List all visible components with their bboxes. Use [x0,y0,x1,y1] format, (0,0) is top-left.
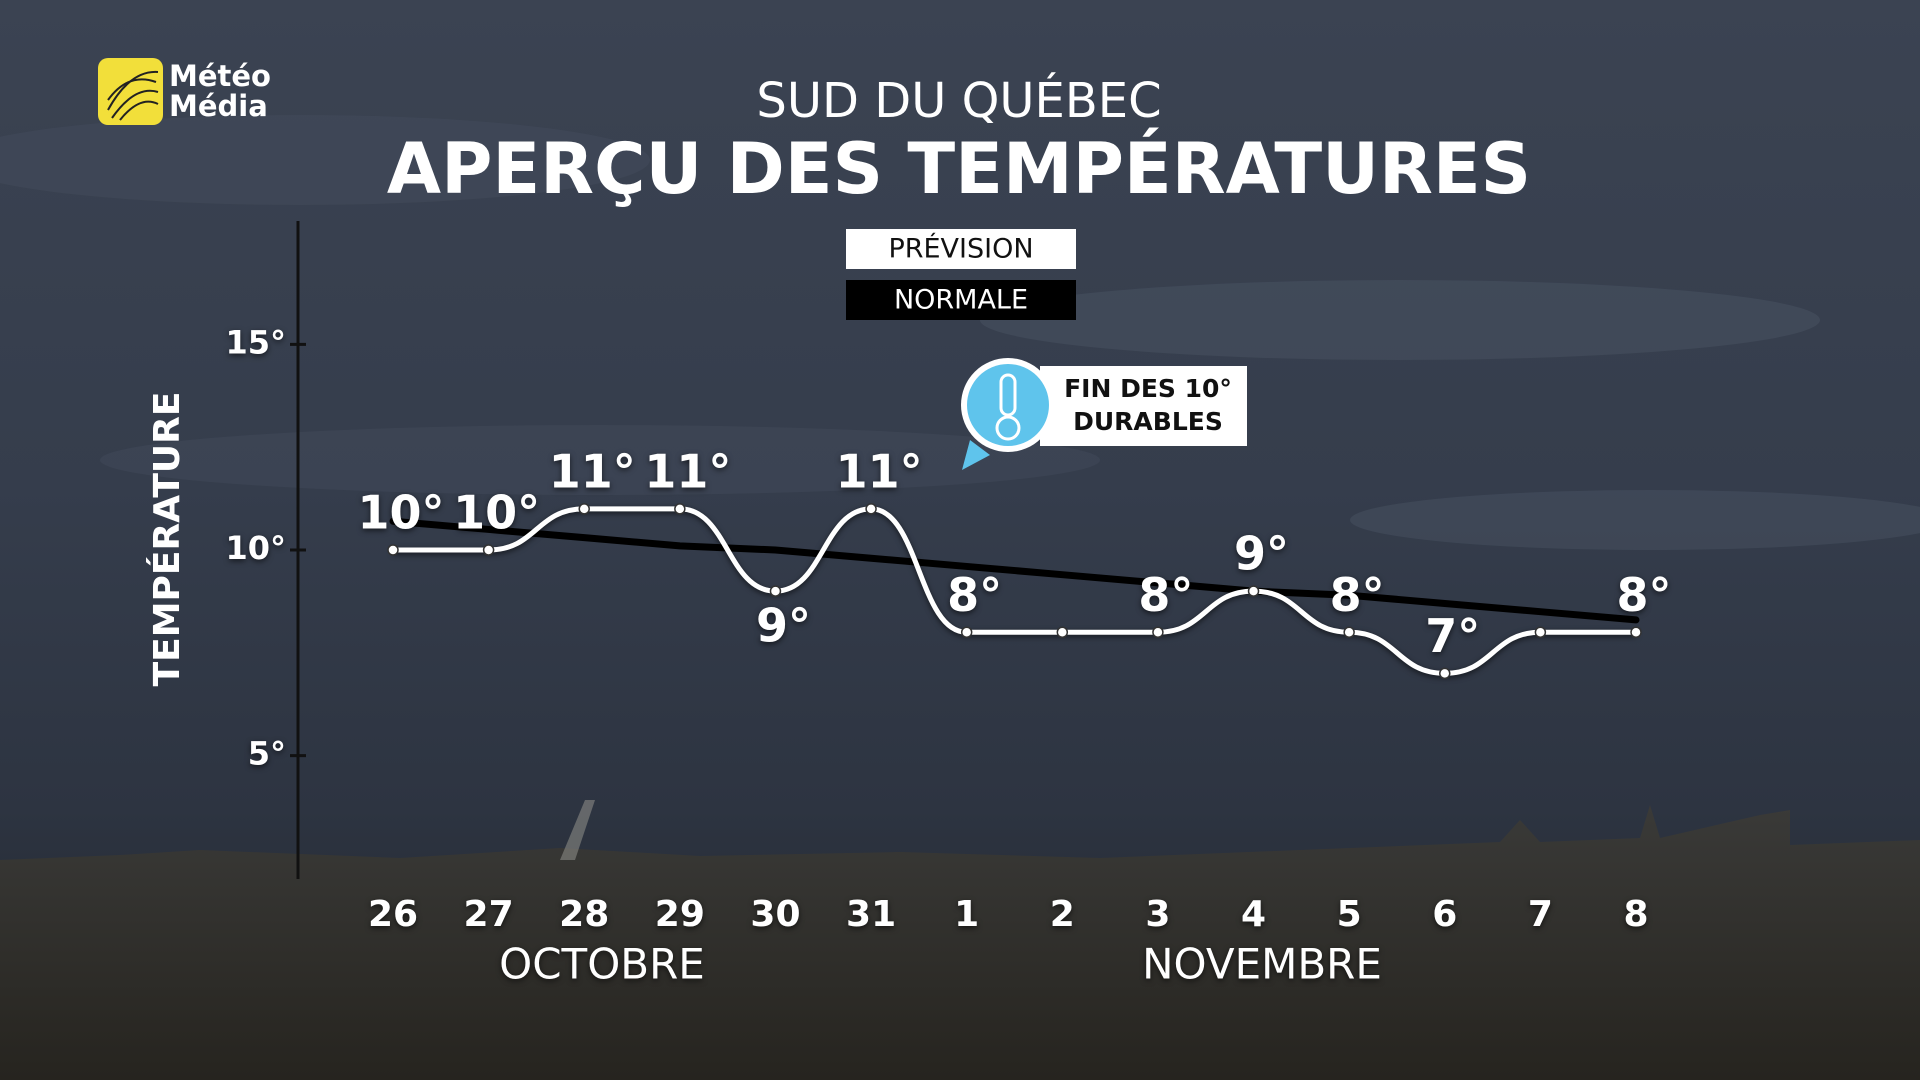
value-label: 9° [1234,527,1289,581]
forecast-point [1534,626,1547,638]
logo-text: Météo [169,59,271,93]
clouds [0,115,1920,550]
forecast-line [392,506,1636,676]
annotation-box [1040,366,1247,446]
thermometer [999,373,1017,417]
x-tick-label: 8 [1623,894,1648,935]
forecast-point [865,503,877,515]
x-tick-label: 2 [1050,894,1075,935]
value-label: 8° [1616,568,1671,622]
x-tick-label: 5 [1337,894,1362,935]
y-tick-label: 5° [248,735,286,773]
forecast-point [769,585,782,597]
value-label: 10° [357,486,444,540]
month-label: NOVEMBRE [1142,940,1382,989]
logo-text: Média [169,89,268,123]
x-tick-label: 1 [954,894,979,935]
x-tick-label: 31 [846,894,896,935]
city-skyline [0,805,1920,1080]
x-tick-label: 26 [368,894,418,935]
annotation-icon-tail [962,440,990,470]
x-tick-label: 29 [655,894,705,935]
logo-lines [107,70,159,121]
x-tick-label: 28 [559,894,609,935]
forecast-point [1152,626,1164,638]
normal-line [389,517,1640,624]
forecast-point [1056,626,1069,638]
x-tick-label: 7 [1528,894,1553,935]
value-label: 11° [549,444,636,498]
stadium-tower [560,800,595,860]
chart-subtitle: SUD DU QUÉBEC [756,72,1161,129]
annotation-text: DURABLES [1073,407,1223,436]
chart-title: APERÇU DES TEMPÉRATURES [387,128,1531,210]
value-label: 8° [1330,568,1385,622]
value-label: 11° [644,444,731,498]
forecast-point [960,626,973,638]
value-label: 8° [1138,568,1193,622]
legend-swatch [846,280,1076,320]
forecast-point [387,544,399,556]
forecast-point [578,503,590,515]
forecast-point [482,544,495,556]
thermometer-bulb [995,415,1021,441]
legend-label: PRÉVISION [888,233,1033,265]
y-tick-label: 15° [225,323,286,361]
y-tick-label: 10° [225,529,286,567]
x-tick-label: 27 [464,894,514,935]
value-label: 7° [1425,609,1480,663]
month-label: OCTOBRE [499,940,705,989]
x-tick-label: 30 [750,894,800,935]
value-label: 9° [756,599,811,653]
legend-label: NORMALE [894,285,1028,316]
value-label: 11° [836,444,923,498]
annotation-icon [967,364,1049,446]
forecast-point [1439,667,1451,680]
forecast-point [674,503,686,515]
value-label: 10° [453,486,540,540]
logo-mark [98,58,163,125]
forecast-point [1247,585,1260,597]
y-axis-label: TEMPÉRATURE [146,392,188,687]
x-tick-label: 4 [1241,894,1266,935]
x-tick-label: 6 [1432,894,1457,935]
forecast-point [1343,626,1355,638]
legend-swatch [846,229,1076,269]
value-label: 8° [947,568,1002,622]
x-tick-label: 3 [1145,894,1170,935]
annotation-text: FIN DES 10° [1064,374,1232,403]
forecast-point [1630,626,1642,638]
